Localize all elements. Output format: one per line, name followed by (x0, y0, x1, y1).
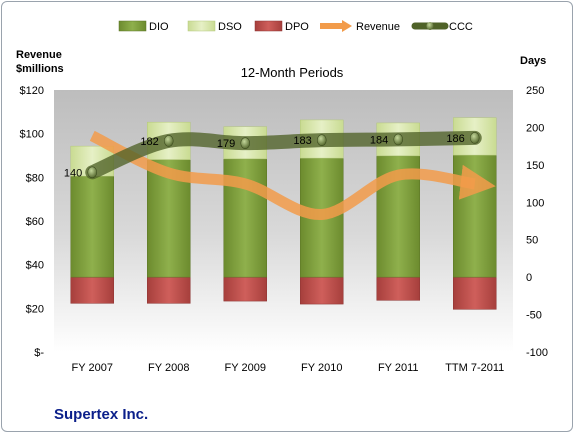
dpo-bar (300, 276, 344, 305)
right-tick-label: -100 (526, 347, 548, 359)
legend-swatch-dpo (254, 20, 283, 32)
ccc-data-label: 179 (217, 138, 235, 150)
ccc-data-label: 186 (446, 133, 464, 145)
ccc-data-label: 183 (293, 135, 311, 147)
right-tick-label: 100 (526, 197, 544, 209)
dpo-bar (147, 276, 191, 304)
ccc-data-label: 184 (370, 134, 388, 146)
legend-label: Revenue (356, 21, 400, 33)
right-tick-label: 250 (526, 85, 544, 97)
dpo-bar (453, 276, 497, 310)
legend-marker-ccc (426, 22, 434, 30)
right-tick-label: 150 (526, 160, 544, 172)
legend-label: DIO (149, 21, 169, 33)
dpo-bar (376, 276, 420, 301)
legend-swatch-dso (187, 20, 216, 32)
right-tick-label: 200 (526, 122, 544, 134)
plot-area (54, 90, 513, 352)
ccc-point (163, 135, 174, 147)
x-tick-label: FY 2009 (225, 362, 266, 374)
x-tick-label: FY 2008 (148, 362, 189, 374)
left-axis-label-line1: Revenue (16, 49, 62, 61)
ccc-point (87, 166, 98, 179)
legend-label: DPO (285, 21, 309, 33)
company-name: Supertex Inc. (54, 406, 149, 423)
left-tick-label: $40 (26, 260, 44, 272)
legend-swatch-dio (118, 20, 147, 32)
ccc-point (469, 132, 480, 144)
dio-bar (70, 175, 114, 278)
left-tick-label: $80 (26, 172, 44, 184)
right-tick-label: -50 (526, 310, 542, 322)
right-axis-label: Days (520, 55, 546, 67)
left-tick-label: $60 (26, 216, 44, 228)
x-tick-label: FY 2010 (301, 362, 342, 374)
ccc-data-label: 182 (140, 136, 158, 148)
left-tick-label: $- (34, 347, 44, 359)
legend-label: CCC (449, 21, 473, 33)
left-tick-label: $120 (20, 85, 44, 97)
left-tick-label: $20 (26, 303, 44, 315)
right-tick-label: 0 (526, 272, 532, 284)
dpo-bar (70, 276, 114, 304)
right-tick-label: 50 (526, 235, 538, 247)
dpo-bar (223, 276, 267, 302)
x-tick-label: TTM 7-2011 (445, 362, 504, 374)
ccc-data-label: 140 (64, 167, 82, 179)
x-tick-label: FY 2011 (378, 362, 419, 374)
legend-label: DSO (218, 21, 242, 33)
x-tick-label: FY 2007 (72, 362, 113, 374)
ccc-point (240, 137, 251, 149)
ccc-line (85, 130, 482, 180)
left-tick-label: $100 (20, 129, 44, 141)
ccc-point (316, 134, 327, 146)
dio-bar (453, 154, 497, 278)
ccc-point (393, 133, 404, 146)
revenue-line (89, 130, 496, 220)
legend-arrow-revenue (342, 20, 352, 32)
left-axis-label-line2: $millions (16, 63, 64, 75)
chart-title: 12-Month Periods (241, 65, 344, 80)
